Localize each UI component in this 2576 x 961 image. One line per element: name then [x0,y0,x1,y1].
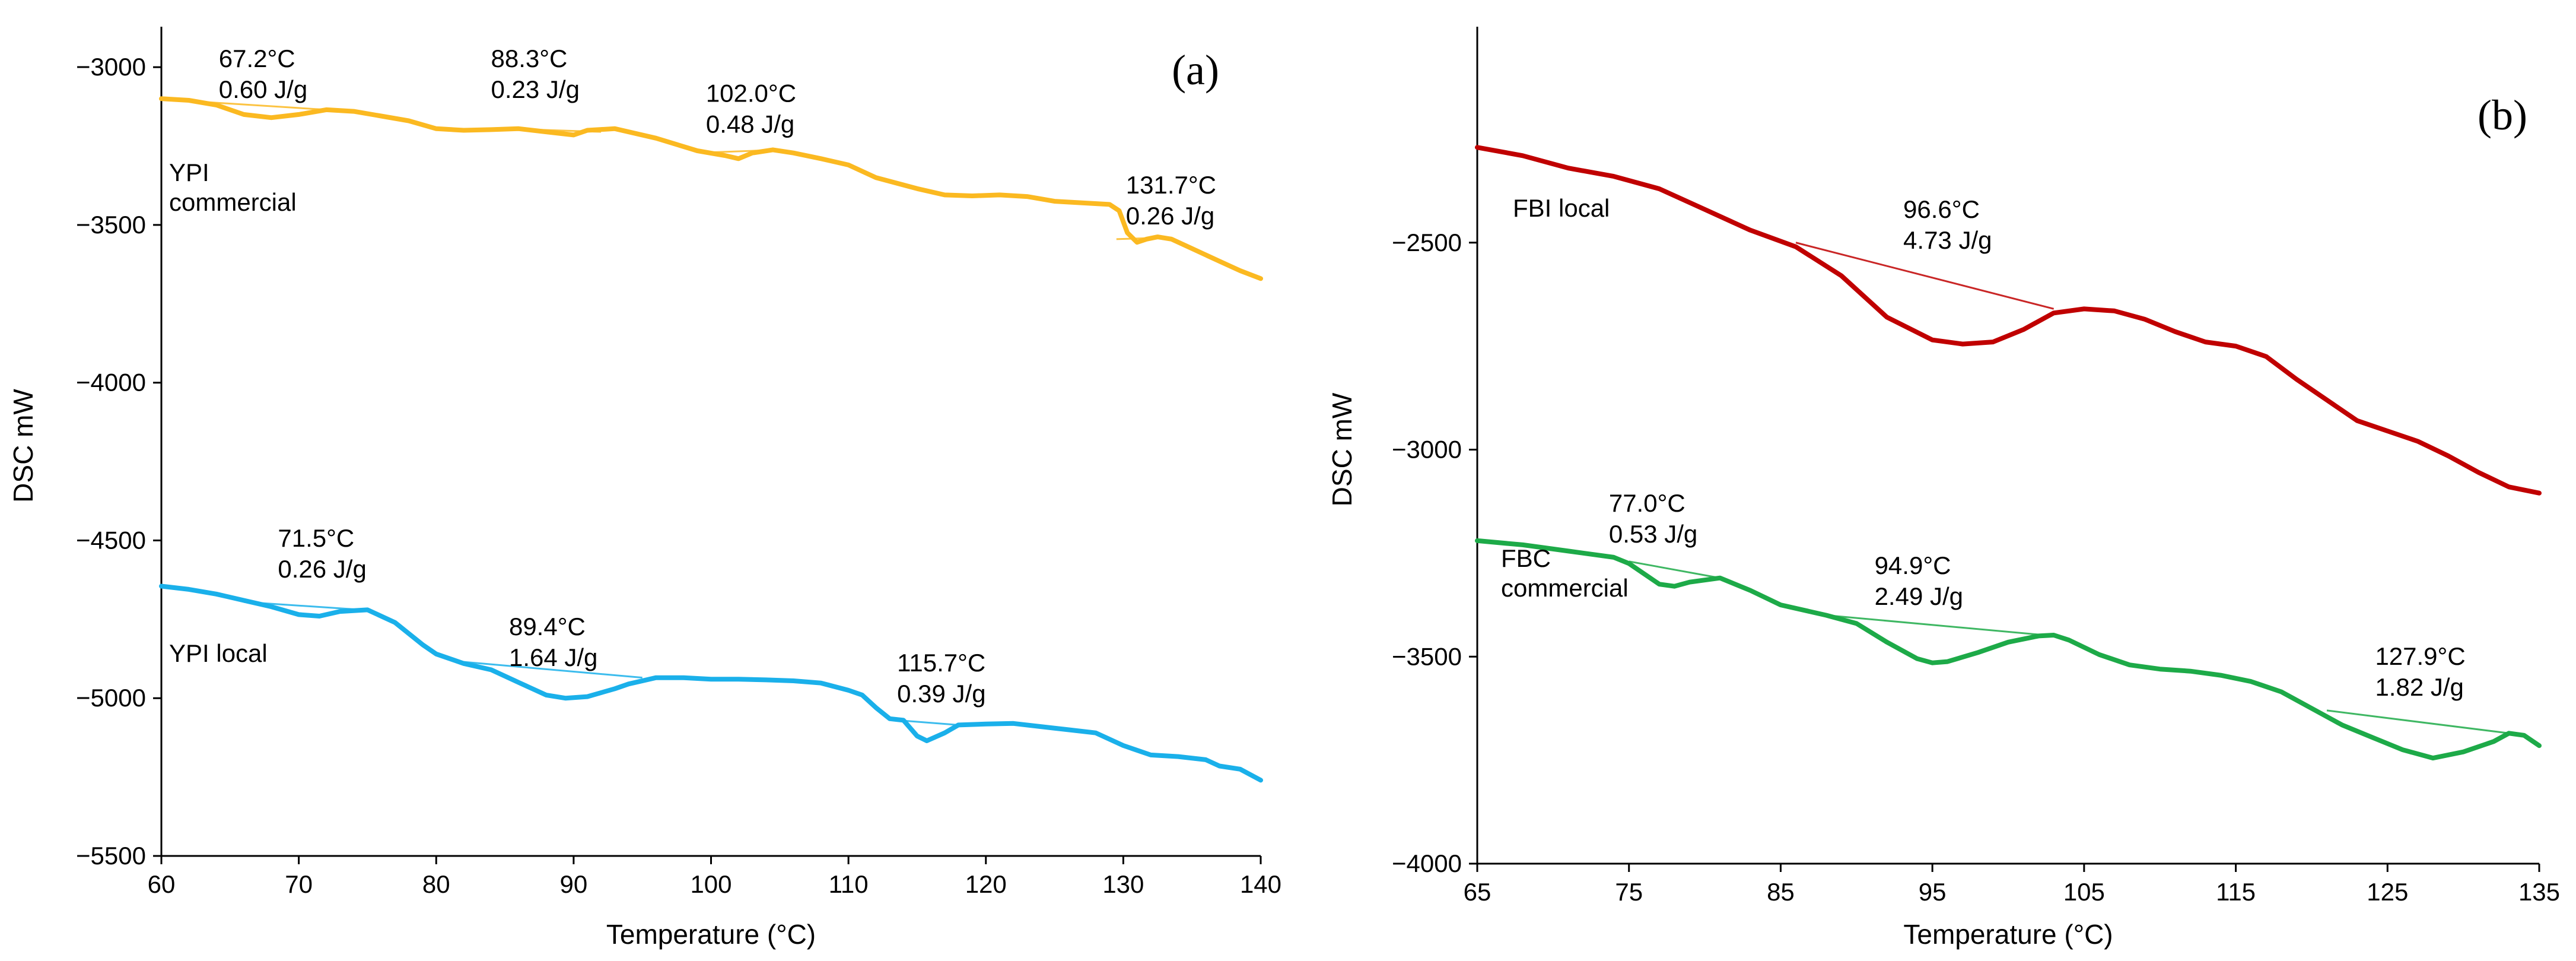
series-line-ypi-local [159,583,1263,783]
peak-temperature: 96.6°C [1903,195,1980,223]
x-tick-label: 75 [1615,878,1643,906]
x-tick-label: 115 [2216,878,2256,906]
peak-temperature: 102.0°C [706,80,796,107]
peak-temperature: 67.2°C [219,45,295,72]
peak-temperature: 88.3°C [491,45,567,72]
panel-label: (a) [1172,46,1219,94]
y-axis-label: DSC mW [1327,392,1357,506]
x-tick-label: 90 [560,870,588,898]
peak-enthalpy: 4.73 J/g [1903,226,1992,254]
x-axis-label: Temperature (°C) [1903,919,2113,950]
peak-temperature: 77.0°C [1609,489,1685,517]
baseline-fbc-commercial [1826,614,2054,637]
peak-temperature: 127.9°C [2375,642,2465,670]
peak-enthalpy: 0.26 J/g [278,555,366,583]
baseline-fbc-commercial [1629,560,1720,579]
x-tick-label: 65 [1464,878,1491,906]
peak-annotation: 67.2°C 0.60 J/g [219,45,307,103]
series-label-line: FBC [1501,544,1551,572]
series-label-line: YPI [169,158,209,186]
peak-annotation: 127.9°C 1.82 J/g [2375,642,2465,701]
panel-label: (b) [2478,91,2527,139]
y-tick-label: −4000 [1392,849,1462,877]
series-label-line: YPI local [169,639,268,667]
x-axis-label: Temperature (°C) [606,919,816,950]
peak-annotation: 89.4°C 1.64 J/g [509,613,597,671]
y-tick-label: −2500 [1392,229,1462,256]
baseline-ypi-local [463,661,643,679]
peak-annotation: 102.0°C 0.48 J/g [706,80,796,138]
peak-temperature: 94.9°C [1875,551,1951,579]
x-tick-label: 125 [2367,878,2408,906]
series-line-fbc-commercial [1475,538,2542,761]
y-axis-label: DSC mW [8,389,39,503]
x-tick-label: 85 [1767,878,1795,906]
y-tick-label: −3000 [1392,436,1462,464]
peak-annotation: 96.6°C 4.73 J/g [1903,195,1992,254]
x-tick-label: 70 [285,870,313,898]
peak-temperature: 89.4°C [509,613,586,640]
x-tick-label: 105 [2063,878,2105,906]
series-label-line: FBI local [1513,194,1610,222]
series-line-fbi-local [1475,145,2542,496]
x-tick-label: 100 [690,870,732,898]
peak-temperature: 71.5°C [278,524,354,552]
series-label-line: commercial [169,188,297,216]
series-label-ypi-local: YPI local [169,639,268,667]
peak-enthalpy: 0.48 J/g [706,110,794,138]
peak-annotation: 131.7°C 0.26 J/g [1126,171,1216,230]
baseline-ypi-commercial [202,101,327,111]
peak-enthalpy: 1.82 J/g [2375,673,2463,701]
x-tick-label: 140 [1240,870,1281,898]
baseline-fbi-local [1795,242,2055,310]
peak-enthalpy: 0.53 J/g [1609,520,1697,548]
y-tick-label: −3500 [76,211,146,239]
series-label-fbc-commercial: FBC commercial [1501,544,1629,602]
peak-enthalpy: 0.23 J/g [491,75,579,103]
x-tick-label: 130 [1102,870,1144,898]
peak-enthalpy: 1.64 J/g [509,643,597,671]
y-tick-label: −3000 [76,53,146,81]
peak-enthalpy: 0.26 J/g [1126,202,1214,230]
y-tick-label: −5500 [76,842,146,870]
x-tick-label: 95 [1919,878,1947,906]
baseline-fbc-commercial [2326,709,2510,734]
peak-temperature: 115.7°C [897,649,985,677]
series-label-fbi-local: FBI local [1513,194,1610,222]
peak-annotation: 115.7°C 0.39 J/g [897,649,985,708]
peak-enthalpy: 0.39 J/g [897,680,985,708]
peak-temperature: 131.7°C [1126,171,1216,199]
peak-annotation: 88.3°C 0.23 J/g [491,45,579,103]
x-tick-label: 60 [148,870,176,898]
y-tick-label: −5000 [76,684,146,712]
x-tick-label: 120 [965,870,1007,898]
y-tick-label: −4000 [76,369,146,397]
y-tick-label: −4500 [76,526,146,554]
peak-enthalpy: 0.60 J/g [219,75,307,103]
peak-annotation: 94.9°C 2.49 J/g [1875,551,1963,610]
peak-annotation: 77.0°C 0.53 J/g [1609,489,1697,548]
peak-annotation: 71.5°C 0.26 J/g [278,524,366,583]
peak-enthalpy: 2.49 J/g [1875,582,1963,610]
x-tick-label: 80 [422,870,450,898]
x-tick-label: 135 [2518,878,2560,906]
y-tick-label: −3500 [1392,642,1462,670]
series-label-ypi-commercial: YPI commercial [169,158,297,216]
series-label-line: commercial [1501,574,1629,602]
x-tick-label: 110 [829,870,869,898]
series-line-ypi-commercial [159,96,1263,281]
